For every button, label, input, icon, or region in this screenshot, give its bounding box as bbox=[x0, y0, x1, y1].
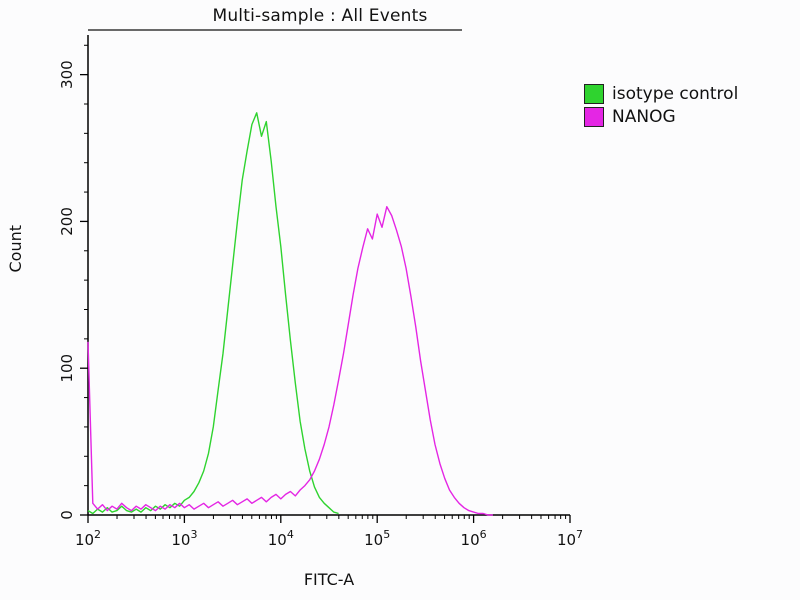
legend-item-nanog: NANOG bbox=[584, 107, 738, 127]
y-axis-ticks: 0 100 200 300 bbox=[58, 44, 88, 520]
axes bbox=[87, 35, 570, 516]
isotype-control-curve bbox=[87, 112, 339, 515]
x-tick-label: 103 bbox=[171, 528, 197, 549]
x-tick-label: 105 bbox=[364, 528, 390, 549]
x-tick-label: 107 bbox=[557, 528, 583, 549]
chart-title: Multi-sample : All Events bbox=[212, 6, 428, 26]
legend-label-nanog: NANOG bbox=[612, 107, 676, 127]
y-tick-label: 100 bbox=[58, 354, 76, 383]
legend-swatch-nanog bbox=[584, 107, 604, 127]
y-axis-label: Count bbox=[6, 225, 25, 273]
x-tick-label: 104 bbox=[268, 528, 294, 549]
legend-swatch-isotype-control bbox=[584, 84, 604, 104]
x-axis-ticks: 102 103 104 105 106 107 bbox=[75, 515, 583, 549]
x-axis-label: FITC-A bbox=[303, 570, 355, 589]
legend: isotype control NANOG bbox=[584, 84, 738, 130]
y-tick-label: 0 bbox=[58, 510, 76, 520]
nanog-curve bbox=[87, 205, 493, 516]
x-tick-label: 106 bbox=[461, 528, 487, 549]
legend-label-isotype-control: isotype control bbox=[612, 84, 739, 104]
y-tick-label: 200 bbox=[58, 207, 76, 236]
legend-item-isotype-control: isotype control bbox=[584, 84, 738, 104]
x-tick-label: 102 bbox=[75, 528, 101, 549]
y-tick-label: 300 bbox=[58, 60, 76, 89]
